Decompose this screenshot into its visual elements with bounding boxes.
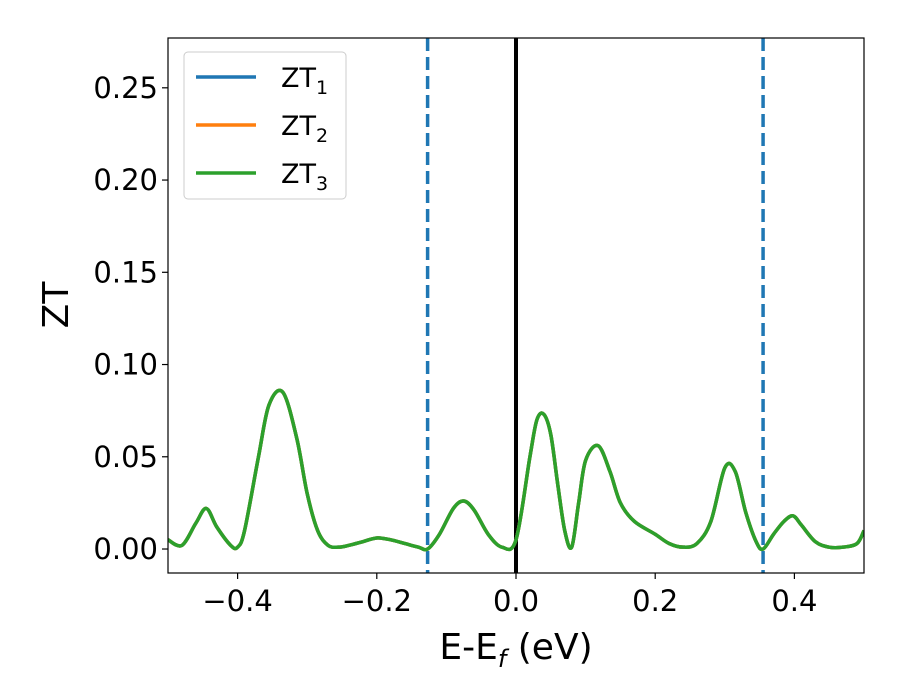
series-layer bbox=[168, 388, 864, 552]
y-axis-title: ZT bbox=[36, 281, 77, 329]
legend-box bbox=[183, 51, 347, 200]
x-axis-title-main: E-E bbox=[439, 627, 497, 668]
reference-lines bbox=[425, 38, 765, 573]
y-tick-label-5: 0.25 bbox=[93, 71, 158, 105]
x-tick-label-3: 0.2 bbox=[632, 584, 678, 618]
y-tick-label-3: 0.15 bbox=[93, 255, 158, 289]
x-axis-title: E-Ef (eV) bbox=[439, 627, 592, 673]
x-axis-title-unit: (eV) bbox=[506, 627, 592, 668]
legend: ZT1 ZT2 ZT3 bbox=[183, 51, 347, 200]
series-line-3 bbox=[168, 388, 864, 552]
y-tick-label-4: 0.20 bbox=[93, 163, 158, 197]
x-tick-label-4: 0.4 bbox=[771, 584, 817, 618]
x-tick-label-0: −0.4 bbox=[202, 584, 272, 618]
x-axis: −0.4 −0.2 0.0 0.2 0.4 bbox=[202, 573, 817, 618]
y-tick-label-2: 0.10 bbox=[93, 348, 158, 382]
legend-label-1: ZT1 bbox=[281, 63, 328, 99]
y-tick-label-1: 0.05 bbox=[93, 440, 158, 474]
y-axis: 0.00 0.05 0.10 0.15 0.20 0.25 bbox=[93, 71, 168, 566]
x-tick-label-1: −0.2 bbox=[342, 584, 412, 618]
y-tick-label-0: 0.00 bbox=[93, 532, 158, 566]
legend-label-2: ZT2 bbox=[281, 111, 328, 147]
x-tick-label-2: 0.0 bbox=[493, 584, 539, 618]
legend-label-3: ZT3 bbox=[281, 159, 328, 195]
